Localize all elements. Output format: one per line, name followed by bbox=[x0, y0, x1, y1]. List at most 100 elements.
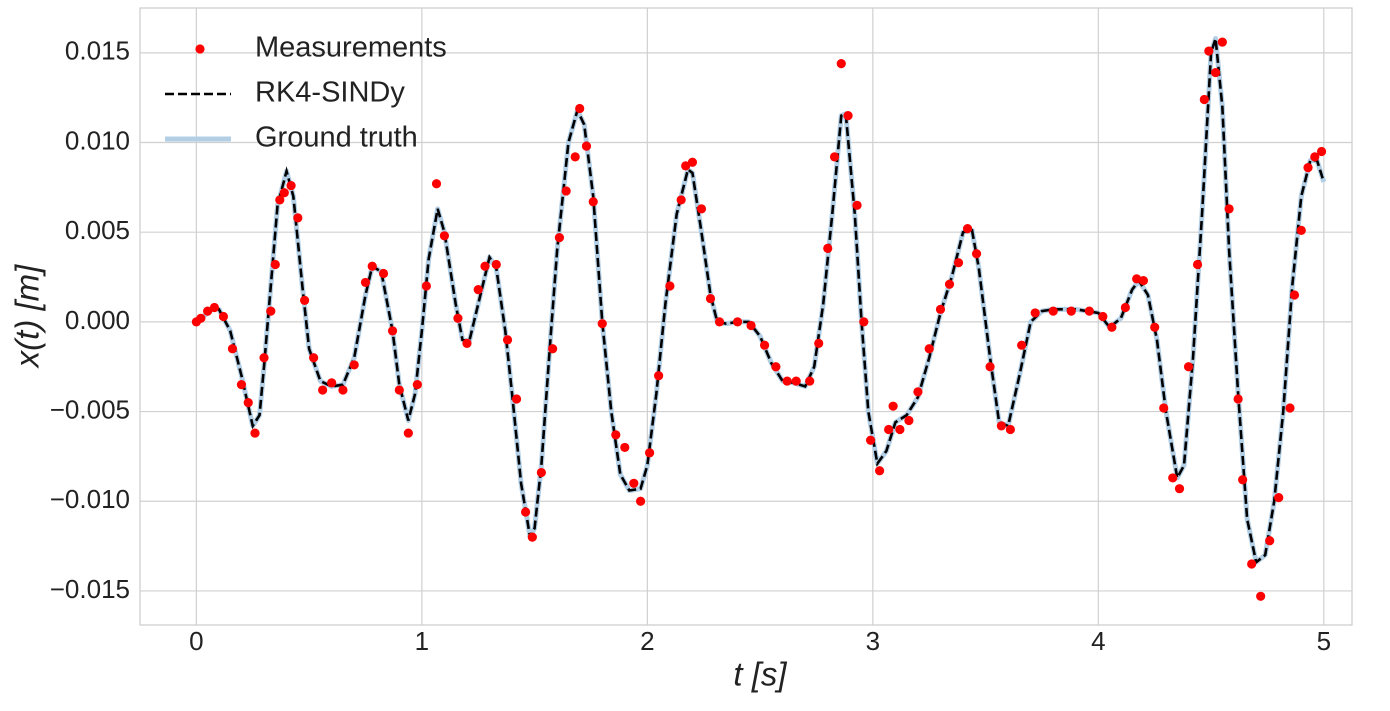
measurement-point bbox=[318, 385, 328, 395]
measurement-point bbox=[985, 362, 995, 372]
y-tick-label: 0.000 bbox=[65, 305, 130, 335]
measurement-point bbox=[859, 317, 869, 327]
measurement-point bbox=[1159, 403, 1169, 413]
measurement-point bbox=[1310, 152, 1320, 162]
measurement-point bbox=[1098, 311, 1108, 322]
measurement-point bbox=[924, 344, 934, 354]
measurement-point bbox=[561, 186, 571, 196]
measurement-point bbox=[462, 338, 472, 349]
measurement-point bbox=[1256, 591, 1266, 601]
x-tick-label: 0 bbox=[189, 626, 203, 656]
measurement-point bbox=[431, 179, 442, 189]
measurement-point bbox=[575, 103, 585, 114]
measurement-point bbox=[760, 340, 770, 350]
measurement-point bbox=[243, 397, 253, 408]
measurement-point bbox=[1183, 362, 1194, 372]
measurement-point bbox=[1192, 259, 1203, 270]
measurement-point bbox=[935, 304, 946, 314]
y-tick-label: −0.015 bbox=[50, 574, 130, 604]
measurement-point bbox=[732, 317, 743, 327]
measurement-point bbox=[823, 243, 833, 253]
measurement-point bbox=[1030, 308, 1040, 318]
y-tick-label: 0.015 bbox=[65, 36, 130, 66]
measurement-point bbox=[705, 293, 716, 304]
measurement-point bbox=[665, 281, 675, 291]
measurement-point bbox=[554, 232, 565, 243]
measurement-point bbox=[473, 284, 483, 295]
measurement-point bbox=[1048, 306, 1058, 316]
measurement-point bbox=[293, 213, 303, 223]
measurement-point bbox=[1168, 473, 1178, 483]
measurement-point bbox=[1265, 536, 1275, 546]
x-tick-label: 2 bbox=[640, 626, 654, 656]
measurement-point bbox=[1199, 94, 1209, 105]
legend-label: Measurements bbox=[255, 32, 447, 64]
measurement-point bbox=[378, 268, 389, 279]
measurement-point bbox=[1238, 475, 1248, 485]
measurement-point bbox=[421, 281, 431, 291]
legend-label: RK4-SINDy bbox=[255, 77, 405, 109]
ticks: −0.015 −0.010 −0.005 0.000 0.005 0.010 0.015 0 1… bbox=[50, 36, 1331, 656]
measurement-point bbox=[266, 306, 276, 316]
measurement-point bbox=[279, 188, 289, 198]
legend: Measurements RK4-SINDy Ground truth bbox=[165, 32, 447, 154]
measurement-point bbox=[250, 428, 260, 438]
measurement-point bbox=[480, 261, 490, 271]
measurement-point bbox=[588, 197, 598, 207]
measurement-point bbox=[439, 231, 450, 241]
measurement-point bbox=[270, 259, 280, 270]
measurement-point bbox=[1204, 46, 1214, 56]
measurement-point bbox=[203, 306, 213, 316]
x-axis-label: t [s] bbox=[733, 656, 787, 693]
measurement-point bbox=[645, 448, 655, 458]
measurement-point bbox=[714, 317, 725, 327]
x-tick-label: 1 bbox=[415, 626, 429, 656]
measurement-point bbox=[387, 326, 398, 336]
measurement-point bbox=[1005, 424, 1015, 435]
measurement-point bbox=[620, 442, 630, 453]
measurement-point bbox=[962, 224, 973, 234]
measurement-point bbox=[904, 415, 914, 426]
measurement-point bbox=[611, 430, 621, 440]
measurement-point bbox=[1296, 225, 1306, 236]
measurement-point bbox=[1233, 394, 1243, 404]
measurement-point bbox=[581, 141, 592, 151]
legend-label: Ground truth bbox=[255, 122, 418, 154]
y-tick-label: 0.010 bbox=[65, 125, 130, 155]
measurement-point bbox=[746, 320, 756, 331]
measurement-point bbox=[597, 319, 607, 329]
measurement-point bbox=[635, 496, 646, 506]
measurement-point bbox=[570, 152, 580, 162]
measurement-point bbox=[843, 111, 853, 121]
measurement-point bbox=[782, 376, 792, 386]
y-tick-label: 0.005 bbox=[65, 215, 130, 245]
measurement-point bbox=[527, 532, 537, 542]
measurement-point bbox=[360, 277, 371, 288]
measurement-point bbox=[1084, 306, 1094, 316]
measurement-point bbox=[536, 467, 546, 478]
measurement-point bbox=[687, 157, 698, 167]
measurement-point bbox=[1289, 290, 1300, 300]
y-tick-label: −0.010 bbox=[50, 484, 130, 514]
measurement-point bbox=[394, 385, 404, 395]
lines bbox=[191, 35, 1327, 601]
x-tick-label: 4 bbox=[1091, 626, 1105, 656]
measurement-point bbox=[829, 152, 840, 162]
measurement-point bbox=[275, 195, 285, 205]
measurement-point bbox=[805, 376, 815, 386]
measurement-point bbox=[944, 279, 955, 289]
measurement-point bbox=[852, 200, 862, 210]
measurement-point bbox=[327, 378, 337, 388]
measurement-point bbox=[1150, 322, 1160, 332]
measurement-point bbox=[1285, 403, 1295, 413]
measurement-point bbox=[1316, 146, 1327, 157]
measurement-point bbox=[403, 428, 413, 438]
measurement-point bbox=[771, 362, 781, 372]
measurement-point bbox=[676, 195, 686, 205]
measurement-point bbox=[196, 313, 206, 323]
measurement-point bbox=[654, 371, 664, 381]
measurement-point bbox=[1107, 322, 1117, 332]
measurement-point bbox=[895, 424, 905, 435]
